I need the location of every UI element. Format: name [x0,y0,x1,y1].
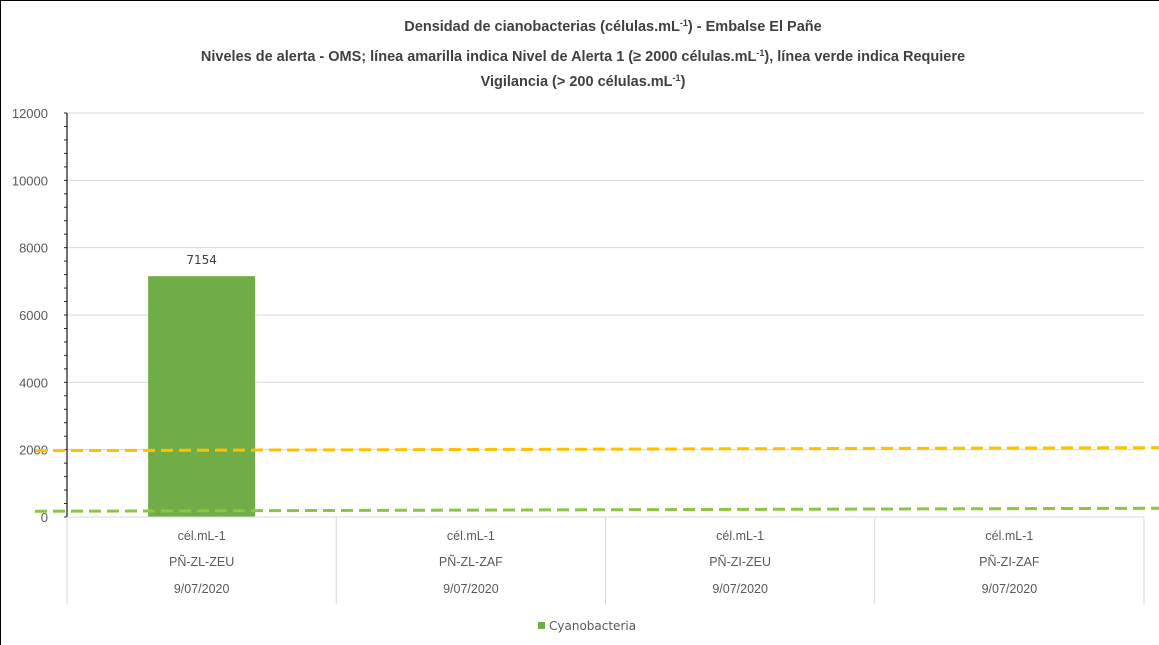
bar [148,276,256,517]
category-date-label: 9/07/2020 [443,582,499,596]
x-axis-categories: cél.mL-1 PÑ-ZL-ZEU 9/07/2020 cél.mL-1 PÑ-ZL-… [66,516,1145,604]
category-unit-label: cél.mL-1 [985,529,1033,543]
reference-line [34,446,1159,453]
reference-lines [34,446,1159,513]
chart-title-line-3: Vigilancia (> 200 células.mL-1) [481,73,686,90]
chart-title-line-2: Niveles de alerta - OMS; línea amarilla … [201,48,965,65]
category-site-label: PÑ-ZL-ZAF [439,555,503,569]
category-date-label: 9/07/2020 [174,582,230,596]
gridlines [67,112,1144,451]
bars: 7154 [148,253,256,517]
chart-title-line-1: Densidad de cianobacterias (células.mL-1… [404,18,821,35]
category-site-label: PÑ-ZI-ZEU [709,555,771,569]
y-tick-label: 10000 [12,173,48,188]
y-tick-label: 12000 [12,106,48,121]
legend: Cyanobacteria [538,619,636,633]
y-tick-label: 4000 [19,375,48,390]
y-tick-label: 0 [41,510,48,525]
category-date-label: 9/07/2020 [712,582,768,596]
chart-title: Densidad de cianobacterias (células.mL-1… [201,18,965,90]
y-tick-label: 6000 [19,308,48,323]
legend-label: Cyanobacteria [549,619,636,633]
category-unit-label: cél.mL-1 [447,529,495,543]
legend-swatch [538,622,545,629]
bar-data-label: 7154 [186,253,217,267]
category-site-label: PÑ-ZL-ZEU [169,555,234,569]
reference-line [34,506,1159,513]
y-tick-label: 2000 [19,443,48,458]
category-date-label: 9/07/2020 [982,582,1038,596]
y-axis-ticks: 0 2000 4000 6000 8000 10000 12000 [12,106,48,525]
category-site-label: PÑ-ZI-ZAF [979,555,1040,569]
category-unit-label: cél.mL-1 [178,529,226,543]
y-tick-label: 8000 [19,241,48,256]
category-unit-label: cél.mL-1 [716,529,764,543]
